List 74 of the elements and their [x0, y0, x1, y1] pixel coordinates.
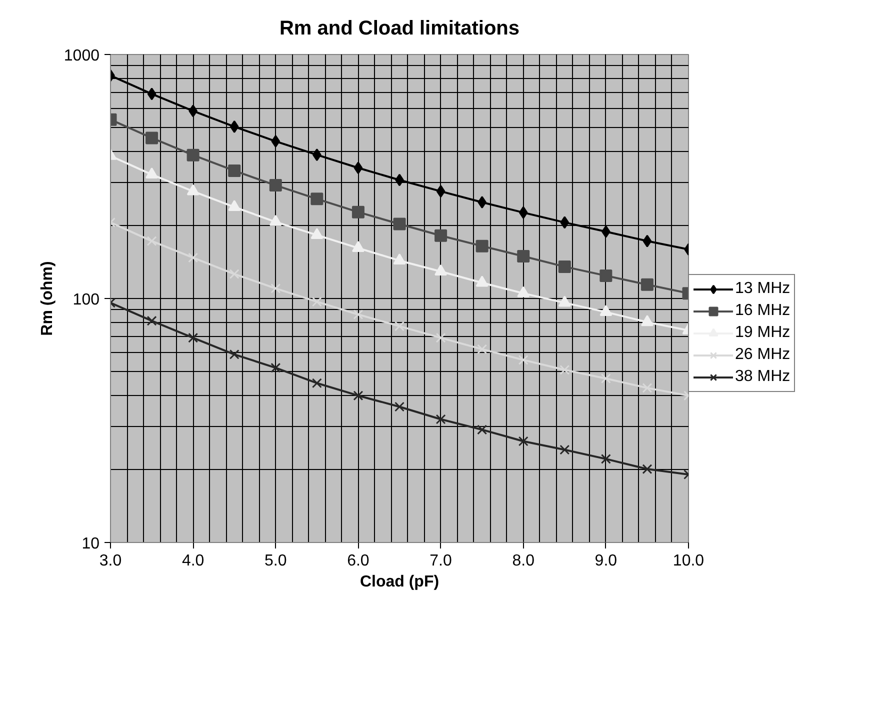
legend-label: 13 MHz: [735, 280, 790, 298]
point: [517, 286, 530, 298]
point: [312, 378, 322, 388]
point: [393, 253, 406, 265]
legend-label: 38 MHz: [735, 368, 790, 386]
point: [477, 424, 488, 435]
point: [270, 283, 281, 294]
chart-title: Rm and Cload limitations: [279, 18, 520, 40]
legend-label: 16 MHz: [735, 302, 790, 320]
x-tick-label: 10.0: [672, 552, 704, 570]
point: [270, 362, 281, 373]
x-tick-label: 7.0: [430, 552, 452, 570]
point: [518, 354, 528, 365]
point: [352, 206, 364, 218]
x-axis-title: Cload (pF): [360, 574, 440, 590]
point: [640, 278, 654, 291]
point: [186, 184, 200, 196]
point: [312, 296, 322, 307]
point: [642, 382, 652, 393]
point: [642, 464, 652, 474]
point: [434, 229, 448, 242]
point: [394, 321, 404, 332]
point: [229, 269, 240, 279]
point: [269, 179, 282, 192]
legend-label: 26 MHz: [735, 346, 790, 364]
point: [517, 250, 530, 262]
x-tick-label: 4.0: [182, 552, 204, 570]
point: [560, 216, 570, 229]
point: [640, 315, 654, 326]
point: [230, 120, 239, 133]
point: [147, 88, 156, 100]
point: [560, 444, 570, 455]
point: [436, 332, 446, 343]
point: [353, 309, 364, 320]
legend-label: 19 MHz: [735, 324, 790, 342]
point: [146, 316, 157, 326]
point: [600, 454, 611, 464]
point: [146, 167, 158, 179]
y-tick-label: 100: [72, 292, 100, 308]
point: [188, 252, 198, 263]
point: [436, 414, 446, 424]
x-tick-label: 5.0: [264, 552, 287, 570]
point: [394, 402, 404, 412]
point: [186, 148, 200, 162]
y-tick-label: 1000: [64, 48, 100, 64]
point: [600, 269, 612, 282]
point: [228, 164, 241, 177]
point: [269, 214, 282, 226]
point: [476, 240, 488, 252]
point: [560, 364, 570, 375]
point: [393, 218, 406, 230]
point: [354, 162, 363, 174]
point: [229, 349, 240, 360]
y-axis-title: Rm (ohm): [38, 261, 56, 336]
point: [518, 206, 528, 219]
point: [518, 436, 528, 446]
point: [642, 234, 652, 248]
x-tick-label: 6.0: [347, 552, 370, 570]
point: [188, 332, 198, 343]
point: [271, 135, 280, 148]
point: [600, 374, 611, 384]
point: [310, 192, 324, 206]
point: [558, 296, 571, 307]
y-tick-label: 10: [82, 536, 100, 552]
point: [477, 344, 488, 354]
x-tick-label: 3.0: [99, 552, 122, 570]
point: [146, 132, 158, 144]
point: [146, 236, 157, 246]
x-tick-label: 8.0: [512, 552, 535, 570]
point: [353, 390, 364, 401]
x-tick-label: 9.0: [594, 552, 618, 570]
point: [476, 276, 488, 287]
point: [558, 260, 571, 273]
point: [436, 185, 446, 198]
